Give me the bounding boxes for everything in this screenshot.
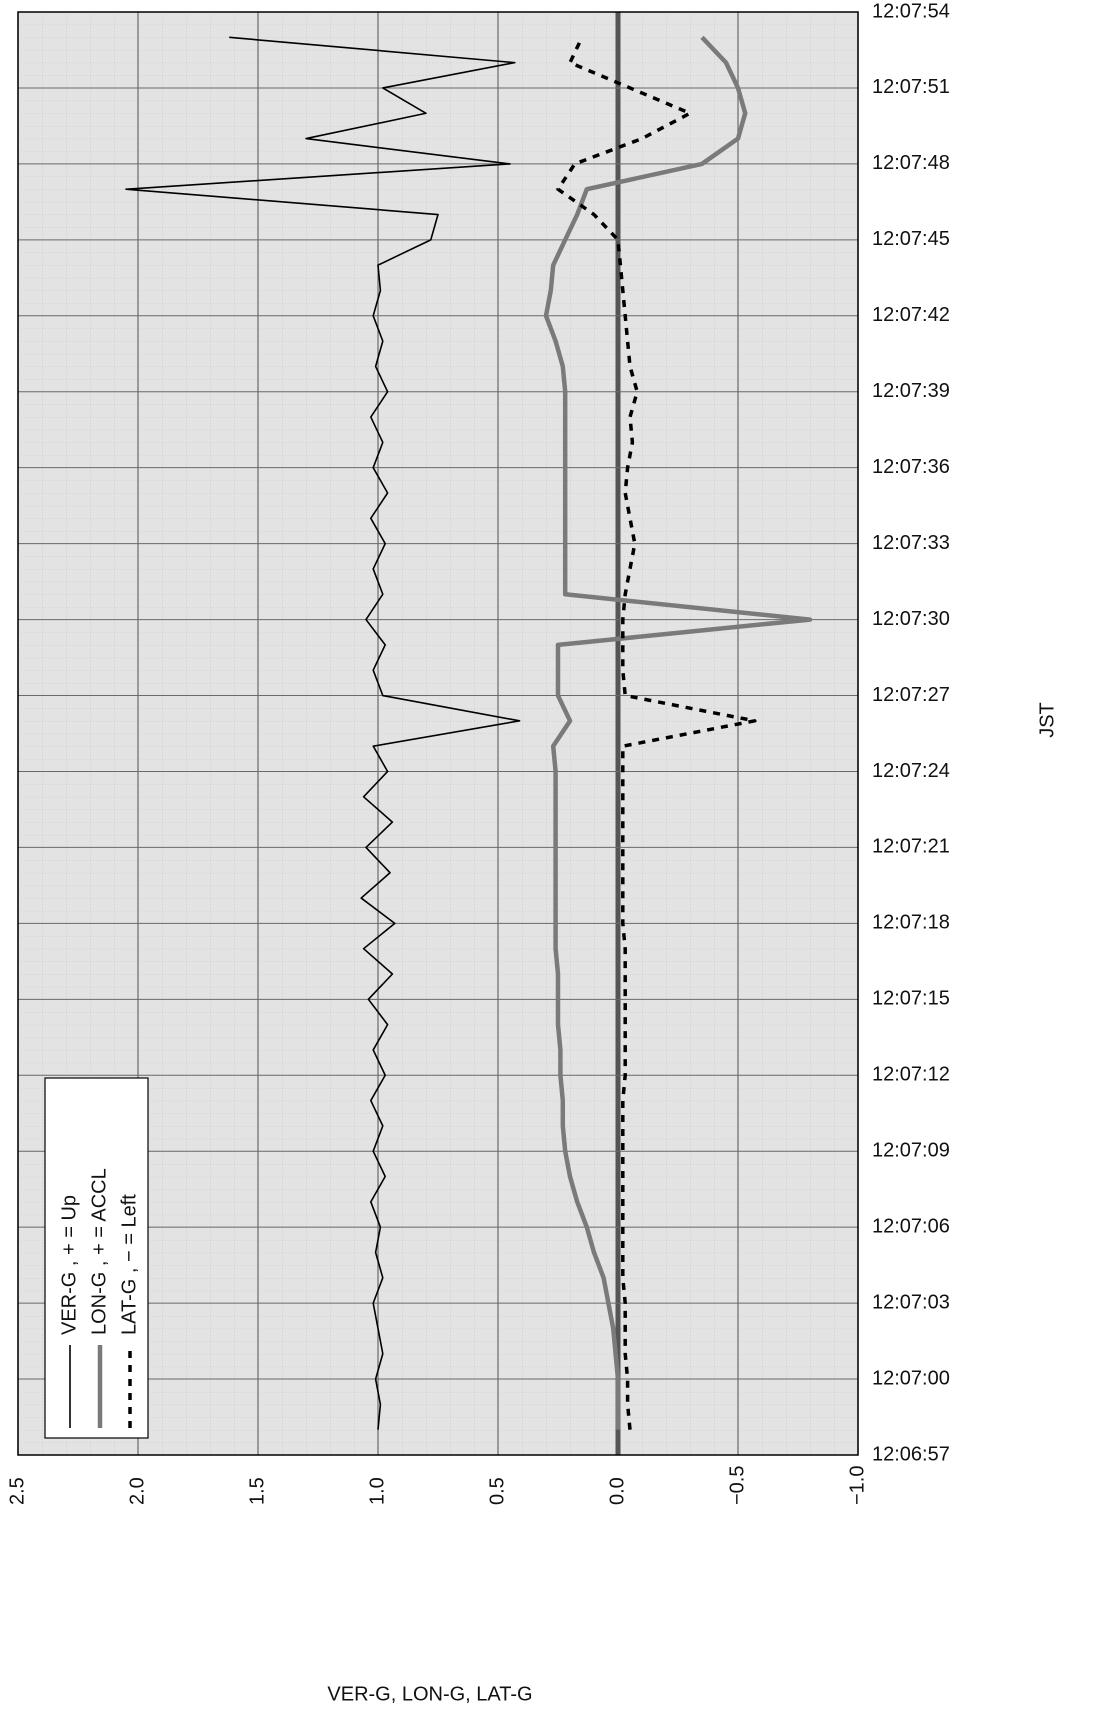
y-tick-label: 1.0	[366, 1477, 388, 1505]
y-tick-label: −0.5	[726, 1466, 748, 1505]
y-tick-label: 2.0	[126, 1477, 148, 1505]
x-tick-label: 12:07:27	[872, 684, 950, 706]
legend-label: LAT-G , − = Left	[118, 1194, 140, 1335]
y-tick-label: 0.0	[606, 1477, 628, 1505]
x-tick-label: 12:06:57	[872, 1443, 950, 1465]
series-line	[125, 36, 521, 1430]
x-tick-label: 12:07:36	[872, 456, 950, 478]
x-tick-label: 12:07:24	[872, 760, 950, 782]
x-tick-label: 12:07:48	[872, 152, 950, 174]
legend-label: LON-G , + = ACCL	[88, 1168, 110, 1335]
legend-box	[44, 1077, 149, 1439]
y-tick-label: −1.0	[846, 1466, 868, 1505]
x-tick-label: 12:07:03	[872, 1291, 950, 1313]
x-tick-label: 12:07:51	[872, 76, 950, 98]
x-tick-label: 12:07:15	[872, 988, 950, 1010]
plot-frame	[17, 11, 859, 1456]
x-tick-label: 12:07:54	[872, 0, 950, 22]
x-tick-label: 12:07:06	[872, 1215, 950, 1237]
x-axis-title: JST	[1036, 702, 1058, 738]
series-layer	[125, 35, 813, 1430]
legend: VER-G , + = Up LON-G , + = ACCL LAT-G , − …	[58, 1168, 140, 1428]
x-tick-label: 12:07:30	[872, 608, 950, 630]
x-tick-label: 12:07:00	[872, 1367, 950, 1389]
ticks: 2.5 2.0 1.5 1.0 0.5 0.0 −0.5 −1.012:06:57 12:07:…	[6, 0, 950, 1505]
x-tick-label: 12:07:09	[872, 1139, 950, 1161]
x-tick-label: 12:07:42	[872, 304, 950, 326]
x-tick-label: 12:07:45	[872, 228, 950, 250]
x-tick-label: 12:07:39	[872, 380, 950, 402]
plot-area	[18, 12, 858, 1455]
y-axis-title: VER-G, LON-G, LAT-G	[327, 1683, 532, 1705]
series-line	[543, 35, 813, 1430]
x-tick-label: 12:07:18	[872, 912, 950, 934]
y-tick-label: 1.5	[246, 1477, 268, 1505]
y-tick-label: 0.5	[486, 1477, 508, 1505]
legend-label: VER-G , + = Up	[58, 1195, 80, 1335]
y-tick-label: 2.5	[6, 1477, 28, 1505]
x-tick-label: 12:07:33	[872, 532, 950, 554]
x-tick-label: 12:07:21	[872, 836, 950, 858]
x-tick-label: 12:07:12	[872, 1064, 950, 1086]
